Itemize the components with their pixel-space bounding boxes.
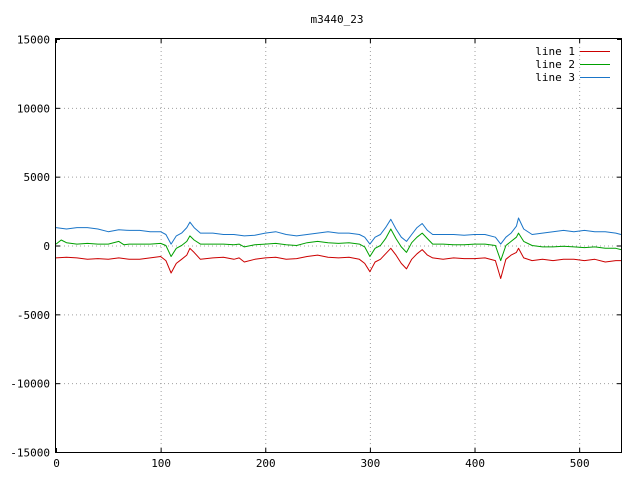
y-tick-label: 10000 xyxy=(17,102,50,115)
y-tick-label: 5000 xyxy=(24,171,51,184)
y-tick-label: -15000 xyxy=(10,447,50,460)
x-tick-label: 300 xyxy=(360,457,380,470)
series-line-2 xyxy=(55,228,622,262)
plot-frame xyxy=(55,38,622,453)
x-tick-label: 400 xyxy=(465,457,485,470)
legend-label-3: line 3 xyxy=(535,71,575,84)
axis-ticks: 0 100 200 300 400 500 -15000 -10000 -5000 0 5000 10… xyxy=(10,34,621,470)
chart-title: m3440_23 xyxy=(311,13,364,26)
series-line-1 xyxy=(55,247,621,279)
grid xyxy=(56,39,621,452)
x-tick-label: 500 xyxy=(570,457,590,470)
y-tick-label: -5000 xyxy=(17,309,50,322)
y-tick-label: 0 xyxy=(43,240,50,253)
x-tick-label: 200 xyxy=(256,457,276,470)
x-tick-label: 0 xyxy=(53,457,60,470)
legend-label-1: line 1 xyxy=(535,45,575,58)
y-tick-label: 15000 xyxy=(17,34,50,47)
x-tick-label: 100 xyxy=(151,457,171,470)
y-tick-label: -10000 xyxy=(10,378,50,391)
series-lines xyxy=(55,217,622,279)
series-line-3 xyxy=(55,217,622,245)
legend-label-2: line 2 xyxy=(535,58,575,71)
